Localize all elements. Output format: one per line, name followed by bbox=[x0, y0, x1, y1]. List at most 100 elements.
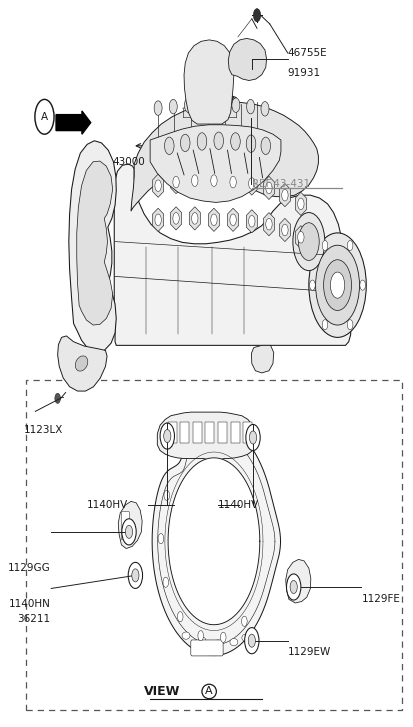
Polygon shape bbox=[76, 161, 112, 325]
Polygon shape bbox=[118, 502, 142, 549]
Circle shape bbox=[248, 215, 254, 227]
Circle shape bbox=[248, 177, 254, 189]
Text: 46755E: 46755E bbox=[287, 48, 327, 58]
Bar bbox=[192, 422, 202, 443]
Circle shape bbox=[308, 233, 366, 337]
Text: 1129GG: 1129GG bbox=[8, 563, 50, 573]
Circle shape bbox=[164, 490, 169, 500]
Circle shape bbox=[210, 174, 216, 186]
Polygon shape bbox=[246, 172, 257, 195]
Circle shape bbox=[321, 241, 327, 251]
Polygon shape bbox=[152, 174, 163, 197]
Polygon shape bbox=[208, 208, 219, 231]
Circle shape bbox=[315, 245, 358, 325]
Circle shape bbox=[164, 137, 173, 155]
FancyBboxPatch shape bbox=[121, 512, 129, 540]
Circle shape bbox=[281, 224, 287, 236]
Polygon shape bbox=[170, 206, 181, 230]
Text: A: A bbox=[205, 686, 212, 696]
Polygon shape bbox=[279, 183, 290, 206]
Text: 36211: 36211 bbox=[17, 614, 50, 624]
Text: 1129EW: 1129EW bbox=[287, 647, 330, 657]
Circle shape bbox=[197, 133, 206, 150]
Circle shape bbox=[128, 562, 142, 588]
Text: A: A bbox=[41, 112, 48, 122]
Polygon shape bbox=[150, 125, 280, 202]
Polygon shape bbox=[189, 169, 200, 192]
Circle shape bbox=[245, 425, 259, 451]
Bar bbox=[230, 422, 239, 443]
Circle shape bbox=[35, 100, 54, 134]
Polygon shape bbox=[279, 218, 290, 241]
Circle shape bbox=[246, 100, 254, 114]
Polygon shape bbox=[168, 458, 259, 624]
FancyBboxPatch shape bbox=[190, 640, 223, 656]
Bar bbox=[180, 422, 189, 443]
Circle shape bbox=[154, 180, 161, 191]
Circle shape bbox=[297, 198, 303, 209]
Circle shape bbox=[260, 102, 268, 116]
Circle shape bbox=[210, 214, 216, 225]
Circle shape bbox=[292, 212, 324, 270]
Polygon shape bbox=[285, 559, 310, 603]
Text: VIEW: VIEW bbox=[143, 685, 180, 698]
Circle shape bbox=[220, 632, 225, 643]
Circle shape bbox=[241, 616, 247, 627]
Polygon shape bbox=[251, 345, 273, 373]
Circle shape bbox=[177, 611, 183, 622]
Circle shape bbox=[125, 526, 132, 539]
Bar bbox=[26, 380, 401, 710]
Circle shape bbox=[131, 569, 139, 582]
Circle shape bbox=[191, 212, 197, 224]
Circle shape bbox=[248, 634, 255, 647]
Polygon shape bbox=[228, 39, 266, 81]
Circle shape bbox=[154, 101, 162, 116]
Bar bbox=[205, 422, 214, 443]
Circle shape bbox=[359, 280, 365, 290]
Circle shape bbox=[246, 135, 255, 153]
Circle shape bbox=[160, 423, 174, 449]
Polygon shape bbox=[69, 141, 116, 353]
Circle shape bbox=[229, 176, 236, 188]
Circle shape bbox=[253, 9, 260, 22]
Polygon shape bbox=[114, 164, 350, 345]
Polygon shape bbox=[152, 208, 163, 231]
Circle shape bbox=[347, 241, 352, 251]
Polygon shape bbox=[189, 206, 200, 230]
Circle shape bbox=[298, 222, 318, 260]
Polygon shape bbox=[170, 171, 181, 193]
Ellipse shape bbox=[214, 640, 221, 647]
Circle shape bbox=[330, 272, 344, 298]
Polygon shape bbox=[227, 208, 238, 231]
Circle shape bbox=[265, 218, 271, 230]
Polygon shape bbox=[294, 192, 306, 215]
Polygon shape bbox=[294, 225, 306, 249]
Bar bbox=[242, 422, 252, 443]
Circle shape bbox=[184, 98, 192, 113]
Circle shape bbox=[163, 577, 168, 587]
Ellipse shape bbox=[182, 632, 190, 639]
Ellipse shape bbox=[75, 356, 88, 371]
Circle shape bbox=[244, 627, 259, 654]
Circle shape bbox=[55, 393, 60, 403]
Circle shape bbox=[121, 519, 136, 545]
Circle shape bbox=[214, 132, 223, 150]
Circle shape bbox=[229, 214, 236, 225]
Ellipse shape bbox=[197, 637, 205, 644]
Circle shape bbox=[309, 280, 314, 290]
Circle shape bbox=[265, 182, 271, 193]
Text: 1140HV: 1140HV bbox=[217, 500, 259, 510]
Circle shape bbox=[230, 133, 240, 150]
Polygon shape bbox=[152, 423, 280, 656]
Circle shape bbox=[249, 431, 256, 444]
Circle shape bbox=[297, 231, 303, 243]
Circle shape bbox=[154, 214, 161, 225]
Polygon shape bbox=[157, 412, 255, 459]
Polygon shape bbox=[263, 212, 274, 236]
Text: REF.43-431: REF.43-431 bbox=[251, 179, 309, 188]
Bar bbox=[217, 422, 227, 443]
Text: 91931: 91931 bbox=[287, 68, 320, 79]
Circle shape bbox=[347, 320, 352, 330]
FancyArrow shape bbox=[56, 111, 90, 134]
Polygon shape bbox=[184, 40, 233, 124]
